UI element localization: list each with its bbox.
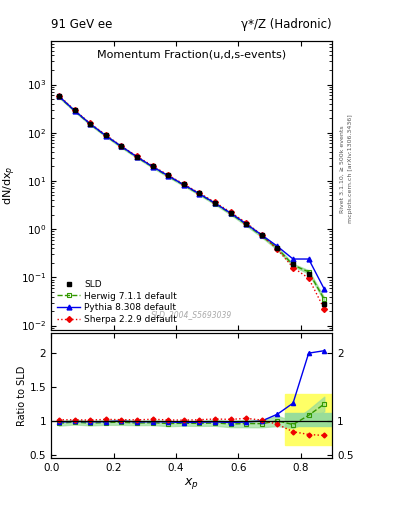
- Line: Herwig 7.1.1 default: Herwig 7.1.1 default: [57, 94, 327, 302]
- Herwig 7.1.1 default: [57, 94, 61, 100]
- SLD: [150, 163, 155, 169]
- Line: SLD: SLD: [57, 94, 327, 307]
- Herwig 7.1.1 default: [103, 133, 108, 139]
- Pythia 8.308 default: [306, 256, 311, 262]
- Herwig 7.1.1 default: [150, 164, 155, 170]
- Text: γ*/Z (Hadronic): γ*/Z (Hadronic): [241, 18, 332, 31]
- Bar: [285, 394, 332, 445]
- SLD: [182, 181, 186, 187]
- Herwig 7.1.1 default: [322, 296, 327, 303]
- SLD: [306, 270, 311, 276]
- Line: Pythia 8.308 default: Pythia 8.308 default: [57, 94, 327, 291]
- Sherpa 2.2.9 default: [197, 190, 202, 196]
- Herwig 7.1.1 default: [259, 233, 264, 239]
- Herwig 7.1.1 default: [72, 108, 77, 114]
- Text: 91 GeV ee: 91 GeV ee: [51, 18, 112, 31]
- SLD: [103, 132, 108, 138]
- Pythia 8.308 default: [166, 173, 171, 179]
- Herwig 7.1.1 default: [213, 200, 217, 206]
- Herwig 7.1.1 default: [244, 221, 249, 227]
- Herwig 7.1.1 default: [119, 144, 124, 150]
- Sherpa 2.2.9 default: [182, 181, 186, 187]
- Sherpa 2.2.9 default: [259, 232, 264, 238]
- Sherpa 2.2.9 default: [119, 143, 124, 149]
- Pythia 8.308 default: [259, 232, 264, 238]
- SLD: [72, 108, 77, 114]
- SLD: [134, 154, 139, 160]
- Pythia 8.308 default: [213, 200, 217, 206]
- SLD: [213, 200, 217, 206]
- Sherpa 2.2.9 default: [72, 107, 77, 113]
- SLD: [259, 232, 264, 238]
- Herwig 7.1.1 default: [291, 262, 296, 268]
- Herwig 7.1.1 default: [197, 191, 202, 197]
- Pythia 8.308 default: [57, 93, 61, 99]
- Pythia 8.308 default: [244, 221, 249, 227]
- SLD: [166, 173, 171, 179]
- Text: mcplots.cern.ch [arXiv:1306.3436]: mcplots.cern.ch [arXiv:1306.3436]: [348, 115, 353, 223]
- Pythia 8.308 default: [88, 121, 92, 127]
- SLD: [275, 245, 280, 251]
- Pythia 8.308 default: [103, 133, 108, 139]
- Y-axis label: Ratio to SLD: Ratio to SLD: [17, 366, 27, 425]
- Text: Rivet 3.1.10, ≥ 500k events: Rivet 3.1.10, ≥ 500k events: [340, 125, 345, 213]
- SLD: [119, 143, 124, 150]
- Herwig 7.1.1 default: [228, 210, 233, 217]
- Sherpa 2.2.9 default: [322, 306, 327, 312]
- Pythia 8.308 default: [182, 182, 186, 188]
- Line: Sherpa 2.2.9 default: Sherpa 2.2.9 default: [57, 94, 326, 311]
- SLD: [244, 221, 249, 227]
- SLD: [291, 261, 296, 267]
- Sherpa 2.2.9 default: [291, 264, 296, 270]
- X-axis label: $x_p$: $x_p$: [184, 476, 199, 491]
- SLD: [228, 209, 233, 216]
- Pythia 8.308 default: [228, 210, 233, 216]
- Sherpa 2.2.9 default: [306, 275, 311, 281]
- Herwig 7.1.1 default: [182, 182, 186, 188]
- SLD: [57, 93, 61, 99]
- Sherpa 2.2.9 default: [166, 172, 171, 178]
- Pythia 8.308 default: [322, 286, 327, 292]
- Pythia 8.308 default: [275, 243, 280, 249]
- Herwig 7.1.1 default: [88, 121, 92, 127]
- Text: SLD_2004_S5693039: SLD_2004_S5693039: [151, 310, 232, 318]
- Herwig 7.1.1 default: [306, 269, 311, 275]
- Herwig 7.1.1 default: [275, 245, 280, 251]
- Pythia 8.308 default: [150, 163, 155, 169]
- Bar: [285, 413, 332, 425]
- Text: Momentum Fraction(u,d,s-events): Momentum Fraction(u,d,s-events): [97, 50, 286, 59]
- Sherpa 2.2.9 default: [150, 163, 155, 169]
- Y-axis label: dN/dx$_p$: dN/dx$_p$: [2, 166, 18, 205]
- Pythia 8.308 default: [72, 108, 77, 114]
- Legend: SLD, Herwig 7.1.1 default, Pythia 8.308 default, Sherpa 2.2.9 default: SLD, Herwig 7.1.1 default, Pythia 8.308 …: [55, 278, 179, 326]
- Sherpa 2.2.9 default: [103, 132, 108, 138]
- Sherpa 2.2.9 default: [275, 246, 280, 252]
- Sherpa 2.2.9 default: [57, 93, 61, 99]
- Sherpa 2.2.9 default: [134, 153, 139, 159]
- Sherpa 2.2.9 default: [228, 209, 233, 215]
- SLD: [88, 120, 92, 126]
- Sherpa 2.2.9 default: [213, 199, 217, 205]
- Pythia 8.308 default: [134, 154, 139, 160]
- Herwig 7.1.1 default: [166, 173, 171, 179]
- Pythia 8.308 default: [197, 191, 202, 197]
- SLD: [197, 190, 202, 197]
- SLD: [322, 301, 327, 307]
- Pythia 8.308 default: [291, 256, 296, 262]
- Pythia 8.308 default: [119, 143, 124, 150]
- Sherpa 2.2.9 default: [244, 220, 249, 226]
- Sherpa 2.2.9 default: [88, 120, 92, 126]
- Herwig 7.1.1 default: [134, 154, 139, 160]
